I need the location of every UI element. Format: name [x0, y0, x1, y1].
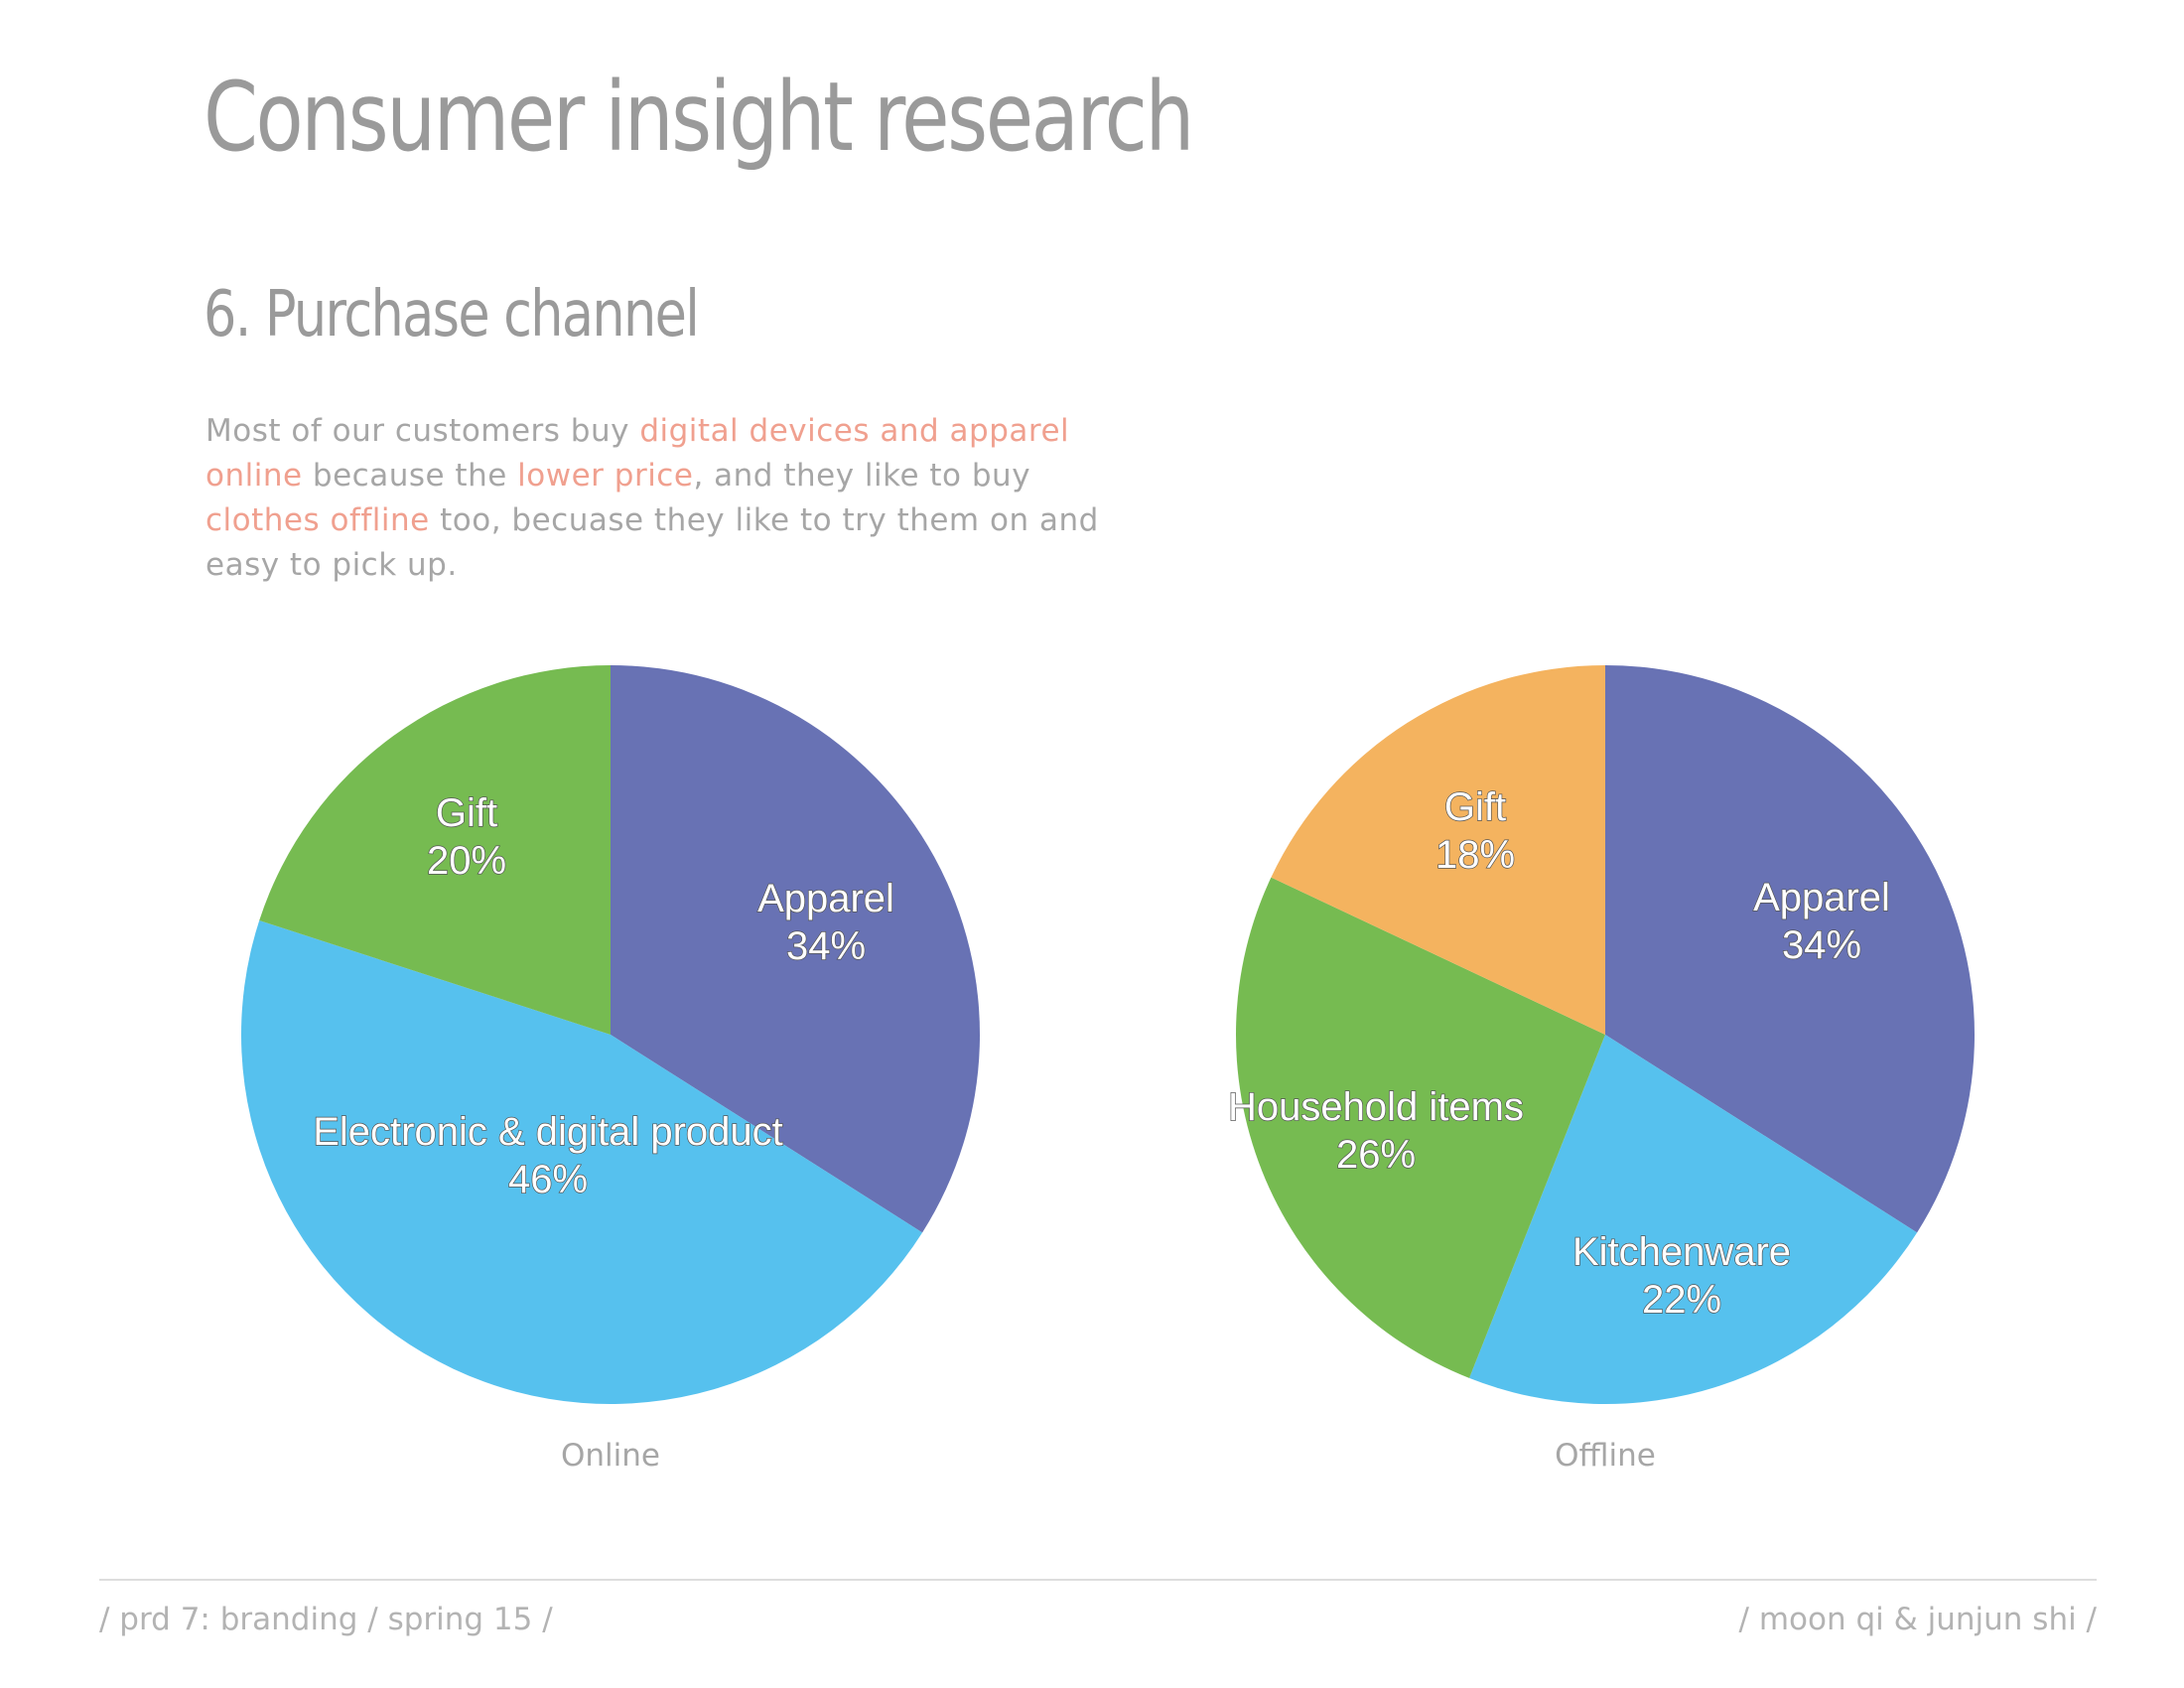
pie-slice-apparel — [611, 665, 980, 1233]
slice-label-value: 34% — [1782, 923, 1861, 967]
slice-label-value: 34% — [786, 924, 866, 968]
slice-label-value: 26% — [1336, 1133, 1416, 1177]
pie-slice-apparel — [1605, 665, 1975, 1233]
pie-chart-offline: Apparel 34%Kitchenware 22%Household items 2… — [1227, 665, 1975, 1474]
intro-highlight: clothes offline — [205, 502, 430, 538]
pie-charts: Apparel 34%Electronic & digital product 46… — [241, 665, 1975, 1474]
pie-slice-electronic-digital-product — [241, 920, 923, 1404]
pie-slice-household-items — [1235, 877, 1605, 1378]
slice-label-name: Gift — [1444, 785, 1506, 829]
slice-label-value: 22% — [1642, 1278, 1721, 1322]
intro-text: because the — [302, 458, 518, 493]
section-title: 6. Purchase channel — [204, 278, 700, 352]
footer-authors: / moon qi & junjun shi / — [1738, 1602, 2097, 1637]
intro-paragraph: Most of our customers buy digital device… — [205, 409, 1099, 588]
pie-slice-kitchenware — [1469, 1035, 1918, 1404]
chart-caption: Offline — [1555, 1438, 1656, 1474]
footer-divider — [99, 1579, 2097, 1581]
slice-label-name: Kitchenware — [1572, 1230, 1791, 1274]
pie-chart-online: Apparel 34% Electronic & digital product 46… — [241, 665, 980, 1474]
page-title: Consumer insight research — [204, 62, 1194, 173]
slice-label-name: Electronic & digital product — [313, 1110, 783, 1154]
slice-label: Household items 26% — [1228, 1085, 1524, 1177]
slice-label-value: 20% — [427, 839, 506, 883]
intro-highlight: digital devices and apparel online — [205, 413, 1070, 493]
intro-text: , and they like to buy — [693, 458, 1031, 493]
slice-label-name: Apparel — [757, 877, 894, 920]
pie-slice-gift — [259, 665, 611, 1035]
slice-label: Gift 20% — [427, 791, 506, 883]
slice-label: Electronic & digital product 46% — [313, 1110, 783, 1201]
footer-course: / prd 7: branding / spring 15 / — [99, 1602, 553, 1637]
slice-label: Gift 18% — [1435, 785, 1515, 877]
intro-text: Most of our customers buy — [205, 413, 640, 449]
slice-label: Apparel 34% — [757, 877, 894, 968]
slice-label-value: 46% — [508, 1158, 588, 1201]
slice-label-name: Gift — [436, 791, 497, 835]
slice-label-value: 18% — [1435, 833, 1515, 877]
slice-label-name: Household items — [1228, 1085, 1524, 1129]
slice-label: Apparel 34% — [1753, 876, 1890, 967]
intro-text: too, becuase they like to try them on an… — [205, 502, 1099, 583]
slice-label-name: Apparel — [1753, 876, 1890, 919]
pie-slice-gift — [1271, 665, 1605, 1035]
chart-caption: Online — [561, 1438, 660, 1474]
slice-label: Kitchenware 22% — [1572, 1230, 1791, 1322]
intro-highlight: lower price — [517, 458, 694, 493]
